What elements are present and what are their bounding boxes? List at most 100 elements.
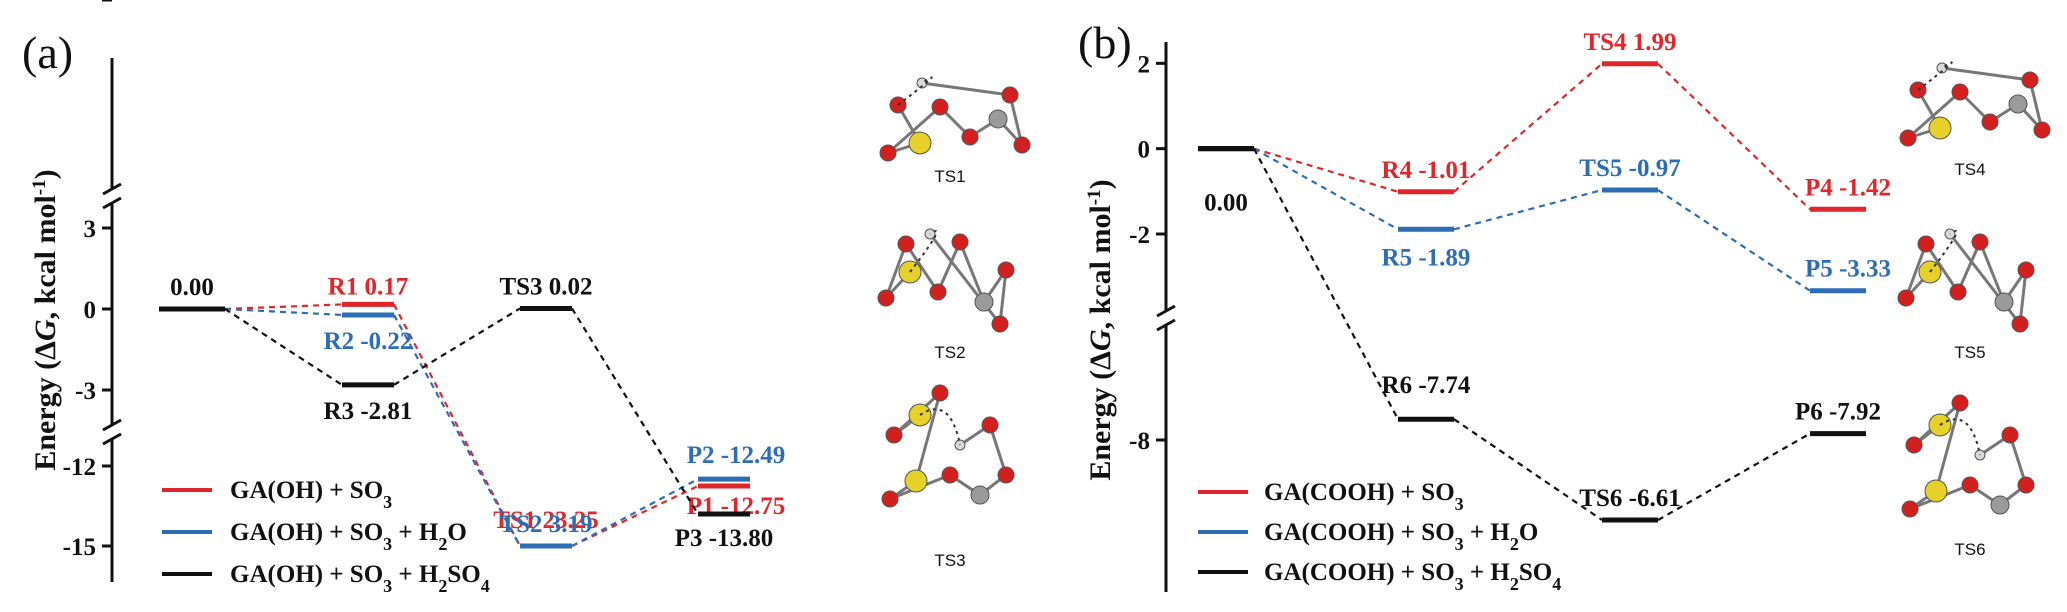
molecule-structure-ts1	[879, 76, 1031, 162]
molecule-atom	[1905, 436, 1923, 454]
molecule-atom	[1917, 235, 1935, 253]
y-tick-label: -8	[1129, 428, 1150, 455]
hydrogen-bond	[1917, 61, 1953, 91]
molecule-bond	[1941, 66, 2031, 82]
energy-connector	[571, 307, 699, 515]
legend-label-part: SO	[1519, 559, 1552, 586]
molecule-atom	[2011, 315, 2029, 333]
y-tick-label: 24	[71, 0, 97, 6]
molecule-atom	[974, 292, 994, 312]
panel-letter: (a)	[22, 27, 73, 78]
energy-connector	[224, 307, 343, 317]
state-label-r3: R3 -2.81	[324, 398, 413, 425]
energy-connector	[1253, 147, 1399, 193]
molecule-atom	[877, 289, 895, 307]
axis-break-mark	[102, 432, 122, 446]
molecule-structure-ts6	[1901, 394, 2035, 518]
molecule-atom	[941, 466, 959, 484]
molecule-atom	[879, 144, 897, 162]
state-label-r1: R1 0.17	[328, 273, 409, 300]
panel-b: (b) Energy (ΔG, kcal mol-1) 2 0 -2 -8 R4 -1.01…	[1078, 17, 2051, 594]
y-tick-label: -12	[63, 454, 96, 481]
molecule-bond	[958, 241, 986, 303]
molecule-atom	[2001, 426, 2019, 444]
axis-break-mark	[102, 196, 122, 210]
molecule-bond	[2028, 79, 2044, 131]
legend-label: GA(COOH) + SO3 + H2SO4	[1264, 559, 1561, 594]
state-label-r6: R6 -7.74	[1382, 372, 1471, 399]
legend-label: GA(OH) + SO3	[230, 477, 392, 512]
molecule-atom	[981, 416, 999, 434]
y-axis-title: Energy (ΔG, kcal mol-1)	[29, 169, 63, 470]
legend-label-part: + H	[392, 519, 439, 546]
legend-label-part: + H	[392, 561, 439, 588]
axis-break-mark	[1156, 304, 1176, 318]
legend-label-part: 3	[1455, 574, 1464, 594]
energy-connector	[1253, 148, 1399, 420]
legend-label: GA(OH) + SO3 + H2O	[230, 519, 467, 554]
y-axis-title-part: )	[29, 169, 62, 179]
molecule-atom	[2017, 476, 2035, 494]
molecule-bond	[904, 243, 940, 293]
molecule-atom	[1971, 233, 1989, 251]
legend-label: GA(OH) + SO3 + H2SO4	[230, 561, 490, 596]
y-tick-label: -15	[63, 534, 96, 561]
molecule-bond	[2018, 269, 2028, 325]
molecule-structure-ts3	[881, 384, 1015, 508]
legend-label-part: 3	[1455, 534, 1464, 554]
molecule-atom	[2033, 121, 2051, 139]
molecule-atom	[904, 469, 928, 493]
y-tick-label: 0	[84, 297, 97, 324]
molecule-atom	[931, 98, 949, 116]
molecule-caption: TS6	[1954, 540, 1985, 559]
legend-label-text: GA(COOH) + SO	[1264, 519, 1455, 546]
state-label-p3: P3 -13.80	[675, 525, 774, 552]
molecule-bond	[998, 269, 1008, 325]
legend-label-part: O	[1519, 519, 1538, 546]
molecule-atom	[2017, 261, 2035, 279]
legend-label-part: 2	[1510, 574, 1519, 594]
hydrogen-bond	[909, 230, 938, 273]
state-label-ts4: TS4 1.99	[1583, 29, 1676, 56]
legend-label-part: 3	[383, 576, 392, 596]
y-tick-label: 2	[1138, 51, 1151, 78]
y-axis-title-part: G	[1084, 329, 1117, 351]
energy-connector	[393, 307, 521, 386]
molecule-atom	[1949, 283, 1967, 301]
molecule-atom	[1994, 292, 2014, 312]
molecule-bond	[936, 241, 962, 293]
molecule-bond	[921, 81, 1011, 97]
y-axis-title-part: -1	[1084, 189, 1105, 205]
legend-label-part: + H	[1464, 519, 1511, 546]
y-tick-label: 3	[84, 216, 97, 243]
molecule-bond	[2008, 434, 2028, 486]
state-label-r4: R4 -1.01	[1382, 157, 1471, 184]
state-label-ts2: TS2 3.19	[499, 511, 592, 538]
molecule-bond	[1904, 243, 1928, 299]
molecule-structure-ts2	[877, 228, 1015, 333]
legend-label-text: GA(OH) + SO	[230, 561, 383, 588]
energy-connector	[393, 303, 521, 547]
state-label-ts3: TS3 0.02	[499, 273, 592, 300]
molecule-bond	[1924, 243, 1960, 293]
legend-label-part: + H	[1464, 559, 1511, 586]
y-axis-title-part: G	[29, 319, 62, 341]
molecule-atom	[997, 261, 1015, 279]
molecule-atom	[988, 109, 1008, 129]
legend-label: GA(COOH) + SO3 + H2O	[1264, 519, 1538, 554]
axis-break-mark	[1156, 318, 1176, 332]
y-axis-title-part: , kcal mol	[1084, 205, 1117, 329]
molecule-atom	[1951, 83, 1969, 101]
energy-connector	[224, 308, 343, 386]
energy-connector	[1453, 418, 1603, 521]
molecule-atom	[997, 466, 1015, 484]
state-label-r5: R5 -1.89	[1382, 244, 1471, 271]
state-label-ts6: TS6 -6.61	[1579, 485, 1680, 512]
legend-label-text: GA(OH) + SO	[230, 519, 383, 546]
energy-connector	[571, 478, 699, 547]
axis-break-mark	[102, 418, 122, 432]
legend-label-part: 3	[383, 534, 392, 554]
panel-letter: (b)	[1078, 17, 1132, 68]
legend-label-text: GA(COOH) + SO	[1264, 479, 1455, 506]
